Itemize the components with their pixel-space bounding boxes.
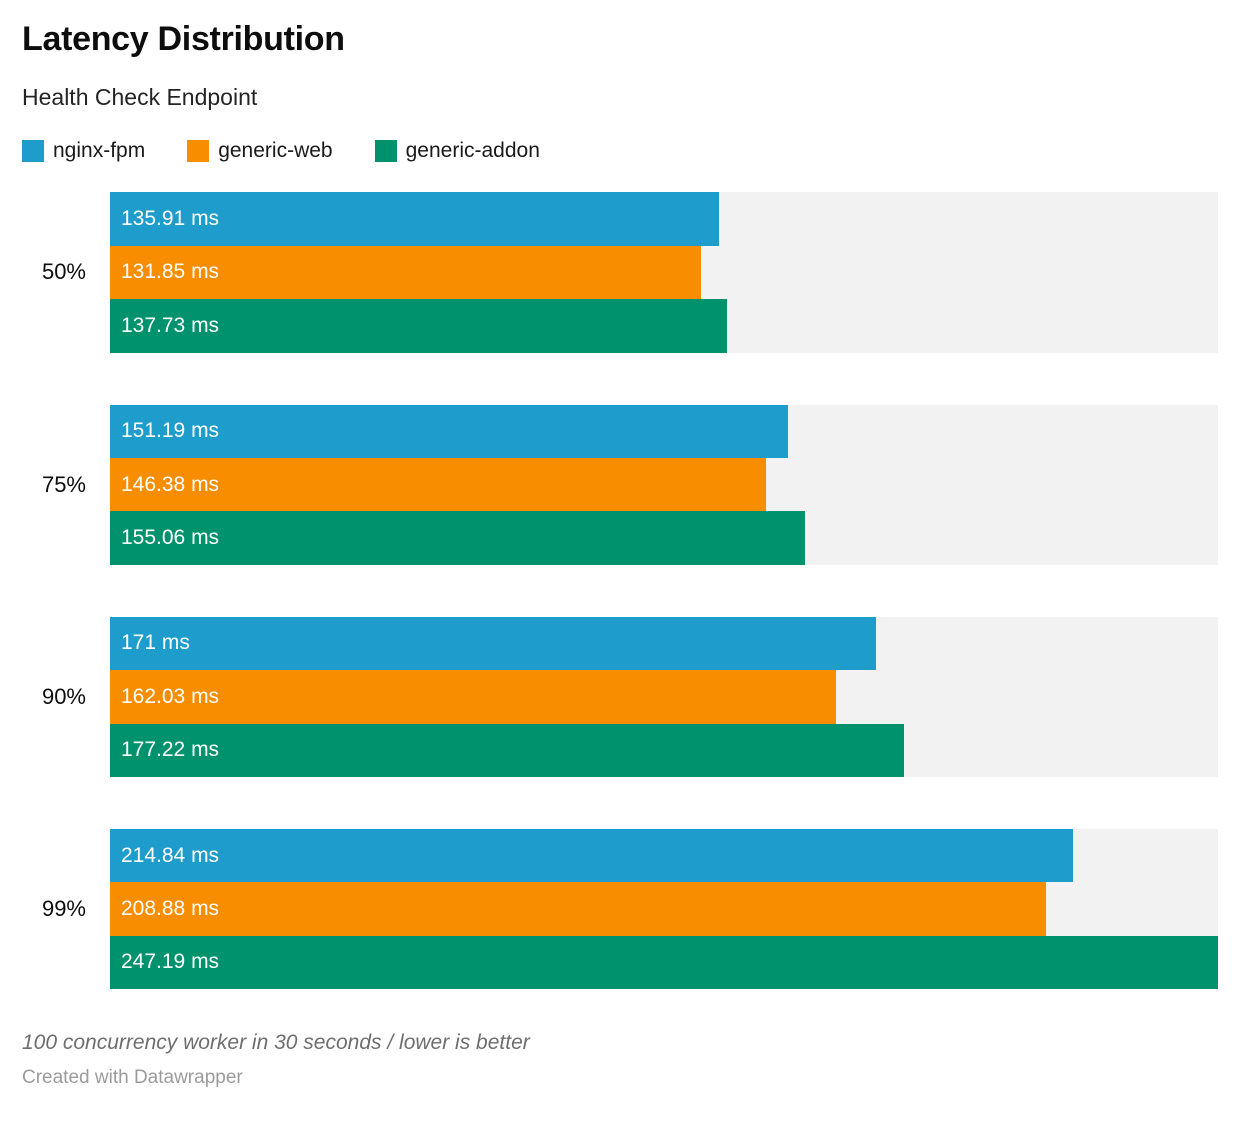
bar-nginx-fpm: 171 ms xyxy=(110,616,877,671)
legend-label: nginx-fpm xyxy=(53,139,146,163)
legend-item-nginx-fpm: nginx-fpm xyxy=(22,139,145,163)
bar-value-label: 171 ms xyxy=(121,631,190,655)
bar-value-label: 177.22 ms xyxy=(121,738,220,762)
bar-value-label: 214.84 ms xyxy=(121,843,220,867)
bar-nginx-fpm: 214.84 ms xyxy=(110,828,1073,883)
bar-value-label: 247.19 ms xyxy=(121,950,220,974)
bar-generic-addon: 247.19 ms xyxy=(110,935,1218,990)
legend-item-generic-web: generic-web xyxy=(187,139,333,163)
bar-group-90pct: 90% 171 ms 162.03 ms 177.22 ms xyxy=(22,616,1218,777)
bar-value-label: 146.38 ms xyxy=(121,472,220,496)
bar-value-label: 151.19 ms xyxy=(121,419,220,443)
bar-track: 214.84 ms 208.88 ms 247.19 ms xyxy=(110,828,1218,990)
legend: nginx-fpm generic-web generic-addon xyxy=(22,139,1218,163)
legend-swatch-generic-addon xyxy=(374,140,397,163)
bar-value-label: 155.06 ms xyxy=(121,526,220,550)
legend-swatch-nginx-fpm xyxy=(22,140,44,163)
bar-track: 135.91 ms 131.85 ms 137.73 ms xyxy=(110,192,1218,353)
bar-generic-addon: 177.22 ms xyxy=(110,723,905,777)
bar-group-99pct: 99% 214.84 ms 208.88 ms 247.19 ms xyxy=(22,828,1218,990)
bar-nginx-fpm: 135.91 ms xyxy=(110,192,720,246)
bar-track: 151.19 ms 146.38 ms 155.06 ms xyxy=(110,404,1218,565)
chart-subtitle: Health Check Endpoint xyxy=(22,84,258,111)
bar-generic-addon: 155.06 ms xyxy=(110,511,806,565)
category-label: 90% xyxy=(41,683,86,709)
bar-nginx-fpm: 151.19 ms xyxy=(110,404,788,458)
bar-value-label: 135.91 ms xyxy=(121,207,220,231)
category-label: 75% xyxy=(41,471,86,497)
legend-item-generic-addon: generic-addon xyxy=(374,139,540,163)
bar-chart: 50% 135.91 ms 131.85 ms 137.73 ms 75% 15… xyxy=(22,192,1218,990)
bar-group-50pct: 50% 135.91 ms 131.85 ms 137.73 ms xyxy=(22,192,1218,353)
chart-title: Latency Distribution xyxy=(22,20,345,58)
bar-generic-web: 146.38 ms xyxy=(110,457,767,512)
legend-label: generic-web xyxy=(218,139,333,163)
bar-value-label: 208.88 ms xyxy=(121,896,220,920)
bar-generic-web: 162.03 ms xyxy=(110,670,837,724)
bar-value-label: 162.03 ms xyxy=(121,684,220,708)
bar-generic-addon: 137.73 ms xyxy=(110,299,728,353)
bar-generic-web: 208.88 ms xyxy=(110,882,1047,936)
bar-track: 171 ms 162.03 ms 177.22 ms xyxy=(110,616,1218,777)
category-label: 50% xyxy=(41,259,86,285)
bar-group-75pct: 75% 151.19 ms 146.38 ms 155.06 ms xyxy=(22,404,1218,565)
category-label: 99% xyxy=(41,895,86,921)
footnote: 100 concurrency worker in 30 seconds / l… xyxy=(22,1031,530,1055)
legend-label: generic-addon xyxy=(405,139,540,163)
bar-generic-web: 131.85 ms xyxy=(110,245,701,300)
legend-swatch-generic-web xyxy=(187,140,210,163)
bar-value-label: 137.73 ms xyxy=(121,313,220,337)
datawrapper-attribution-link[interactable]: Created with Datawrapper xyxy=(22,1067,243,1089)
bar-value-label: 131.85 ms xyxy=(121,260,220,284)
